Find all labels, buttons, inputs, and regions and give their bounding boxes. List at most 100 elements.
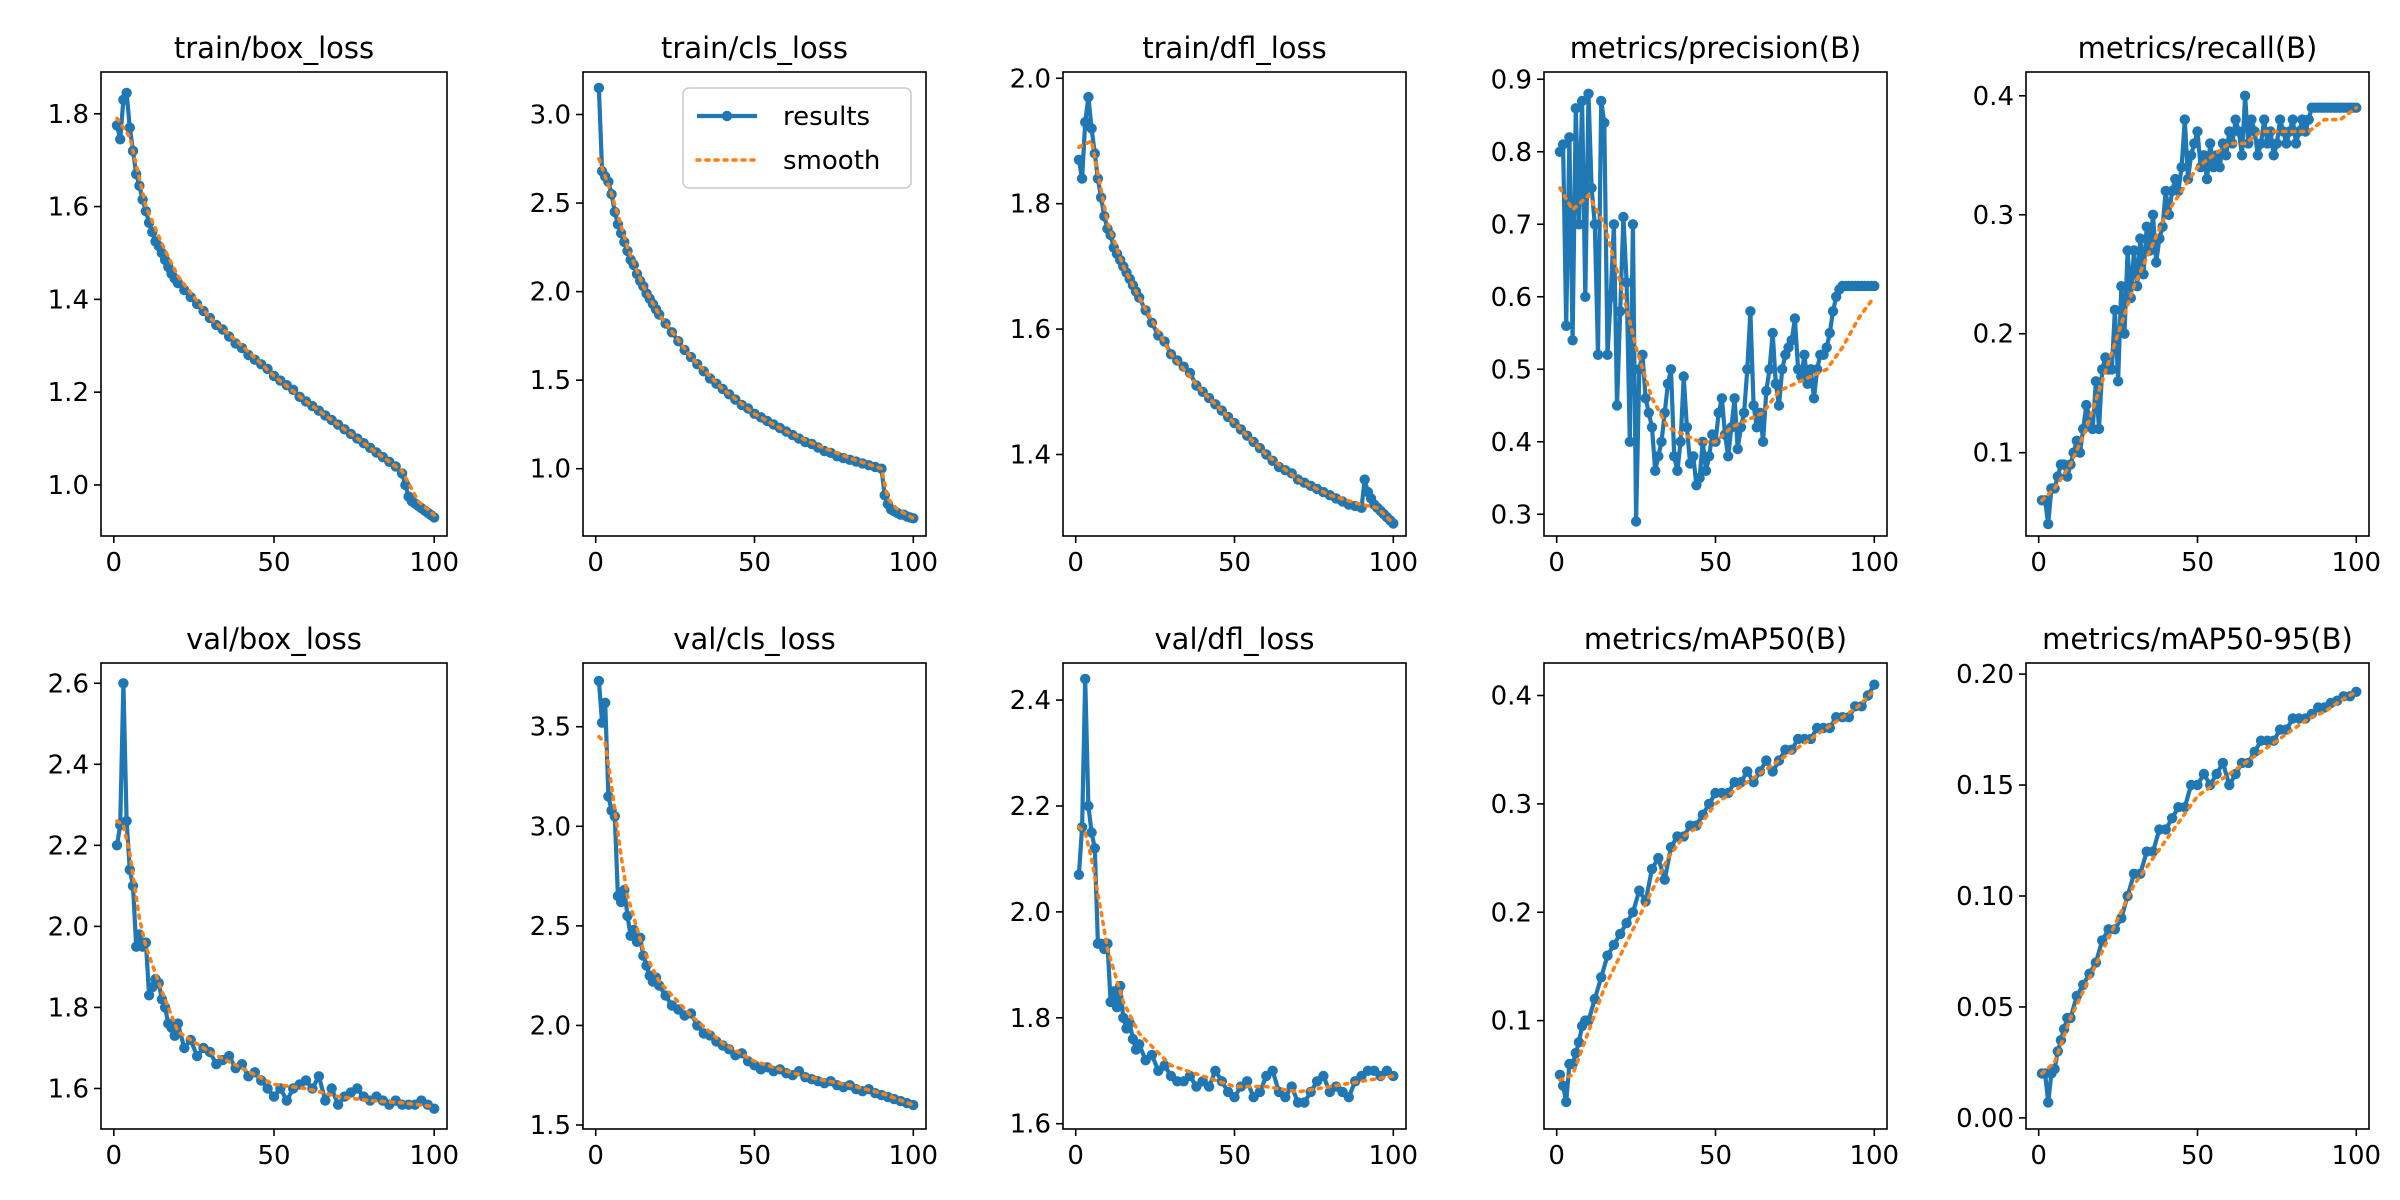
y-tick-label: 0.00 xyxy=(1956,1104,2014,1134)
results-point xyxy=(2173,185,2184,197)
results-point xyxy=(2109,304,2121,316)
results-point xyxy=(1653,852,1664,864)
y-tick-label: 1.5 xyxy=(530,366,571,396)
y-tick-label: 0.9 xyxy=(1491,65,1532,95)
axes-frame xyxy=(100,662,448,1130)
results-point xyxy=(1700,465,1712,476)
results-point xyxy=(1729,393,1740,404)
results-point xyxy=(111,840,123,851)
plot-area xyxy=(1073,673,1399,1108)
results-point xyxy=(2179,802,2190,813)
results-point xyxy=(1608,219,1620,230)
results-point xyxy=(1184,1070,1196,1082)
results-point xyxy=(400,479,411,491)
results-point xyxy=(1672,465,1683,476)
results-point xyxy=(2198,150,2210,161)
legend-results-marker xyxy=(721,110,733,122)
results-point xyxy=(1742,766,1753,777)
results-point xyxy=(262,1083,273,1094)
results-point xyxy=(1713,407,1724,418)
x-tick-label: 50 xyxy=(738,548,771,578)
results-point xyxy=(1748,400,1759,411)
legend-frame xyxy=(682,87,912,189)
results-point xyxy=(1767,766,1778,777)
y-tick-label: 1.0 xyxy=(530,455,571,485)
smooth-line xyxy=(2040,105,2359,503)
axes-frame xyxy=(1543,662,1888,1130)
plot-area xyxy=(593,675,919,1111)
results-point xyxy=(281,1095,292,1106)
results-point xyxy=(1869,679,1880,690)
results-point xyxy=(2287,114,2298,125)
results-point xyxy=(1596,95,1607,107)
results-point xyxy=(2281,138,2292,149)
y-tick-label: 1.6 xyxy=(48,1074,89,1104)
y-tick-label: 2.4 xyxy=(48,750,89,780)
y-tick-label: 0.2 xyxy=(1491,898,1532,928)
x-tick-label: 0 xyxy=(2030,548,2047,578)
subplot-2: train/cls_loss 0 50 100 1.0 1.5 2.0 2.5 3.0 resul… xyxy=(530,31,938,578)
results-point xyxy=(1678,371,1689,382)
results-point xyxy=(1159,1060,1170,1071)
results-point xyxy=(191,1050,203,1062)
results-point xyxy=(1653,451,1664,462)
results-point xyxy=(118,678,129,689)
results-point xyxy=(121,87,132,99)
results-point xyxy=(121,815,132,827)
results-point xyxy=(1083,91,1094,103)
results-point xyxy=(1802,378,1813,389)
x-tick-label: 50 xyxy=(1699,548,1732,578)
results-point xyxy=(1716,393,1728,404)
subplot-9: metrics/mAP50(B) 0 50 100 0.1 0.2 0.3 0.4 xyxy=(1491,622,1899,1171)
results-point xyxy=(2201,173,2213,185)
legend-smooth-label: smooth xyxy=(783,146,880,176)
results-point xyxy=(1827,306,1839,317)
y-tick-label: 2.0 xyxy=(48,912,89,942)
x-tick-label: 100 xyxy=(1849,1141,1899,1171)
subplot-title: metrics/mAP50-95(B) xyxy=(2042,622,2353,656)
results-point xyxy=(2249,746,2260,757)
y-tick-label: 1.2 xyxy=(48,378,89,408)
results-point xyxy=(1777,364,1788,375)
subplot-5: metrics/recall(B) 0 50 100 0.1 0.2 0.3 0.4 xyxy=(1973,31,2381,578)
results-point xyxy=(1662,378,1674,389)
results-point xyxy=(1799,349,1810,360)
x-tick-label: 50 xyxy=(1218,1141,1251,1171)
results-point xyxy=(1627,907,1639,918)
results-point xyxy=(1580,291,1591,302)
results-point xyxy=(1589,993,1601,1005)
y-tick-label: 0.10 xyxy=(1956,882,2014,912)
results-point xyxy=(1602,950,1613,961)
y-tick-label: 1.6 xyxy=(48,193,89,223)
x-tick-label: 100 xyxy=(2331,1141,2381,1171)
results-point xyxy=(1688,451,1699,462)
results-point xyxy=(2230,114,2241,125)
results-point xyxy=(2128,245,2140,256)
results-point xyxy=(1703,798,1715,810)
results-point xyxy=(2220,150,2232,161)
results-point xyxy=(2246,114,2257,125)
results-point xyxy=(1757,436,1769,447)
results-point xyxy=(1073,154,1085,165)
results-point xyxy=(1589,219,1601,230)
results-point xyxy=(1570,1047,1582,1059)
results-point xyxy=(1669,451,1680,462)
results-point xyxy=(143,990,155,1001)
y-tick-label: 2.0 xyxy=(530,1011,571,1041)
legend: results smooth xyxy=(682,87,912,189)
x-tick-label: 100 xyxy=(1368,548,1418,578)
results-point xyxy=(2043,518,2054,530)
results-point xyxy=(2211,768,2222,780)
plot-area xyxy=(1554,679,1880,1108)
results-point xyxy=(1615,928,1626,940)
y-tick-label: 0.15 xyxy=(1956,771,2014,801)
results-point xyxy=(1627,219,1639,230)
results-point xyxy=(1086,827,1097,838)
results-line xyxy=(596,680,914,1108)
results-point xyxy=(1634,885,1645,896)
results-point xyxy=(1735,777,1747,788)
results-point xyxy=(2147,209,2159,220)
results-point xyxy=(596,717,608,728)
x-tick-label: 50 xyxy=(1218,548,1251,578)
y-tick-label: 2.2 xyxy=(48,831,89,861)
